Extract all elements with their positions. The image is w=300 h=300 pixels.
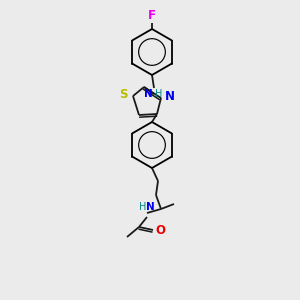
- Text: N: N: [146, 202, 155, 212]
- Text: H: H: [155, 89, 162, 99]
- Text: H: H: [139, 202, 146, 212]
- Text: N: N: [165, 91, 175, 103]
- Text: N: N: [144, 89, 153, 99]
- Text: S: S: [119, 88, 128, 101]
- Text: O: O: [155, 224, 165, 236]
- Text: F: F: [148, 9, 156, 22]
